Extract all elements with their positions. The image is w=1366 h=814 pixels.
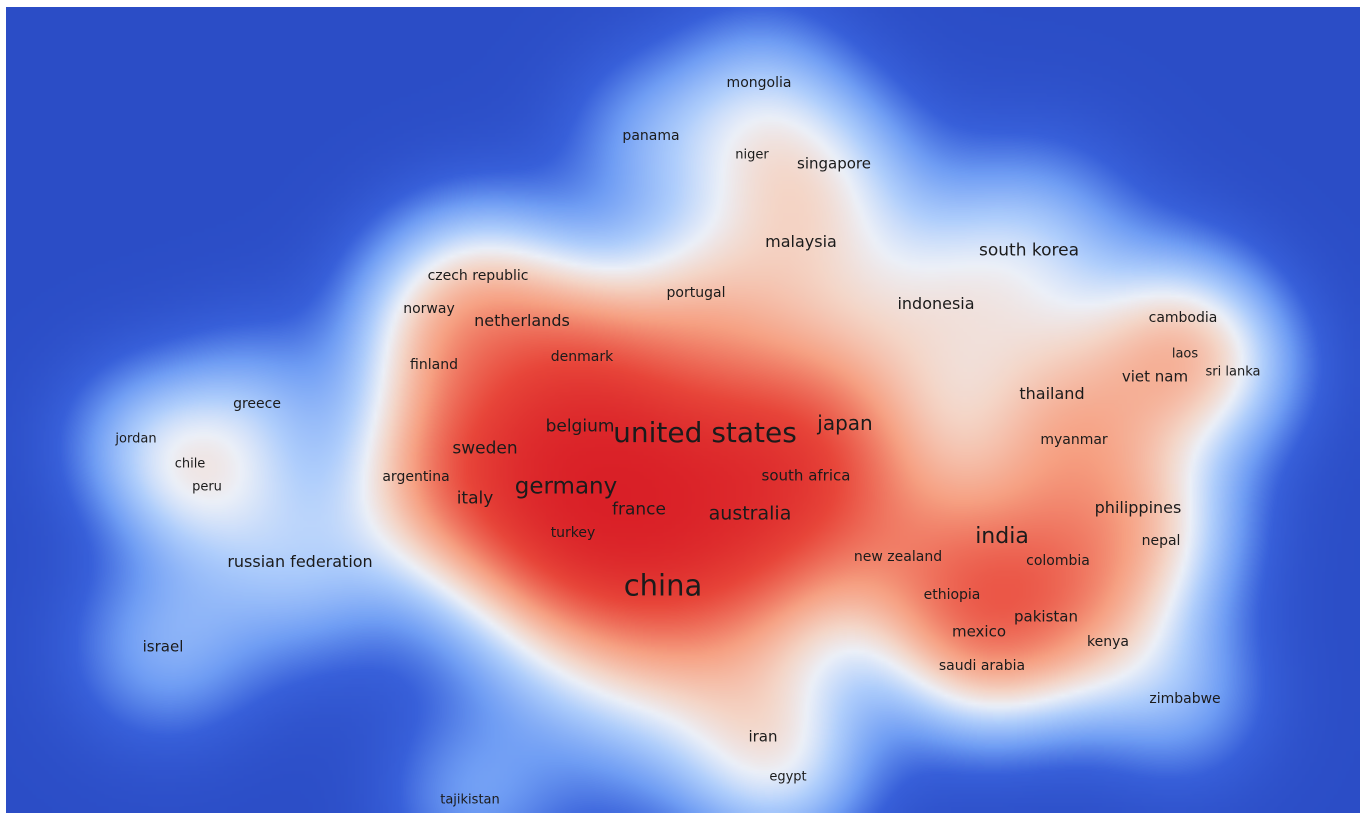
item-label-china[interactable]: china xyxy=(624,572,703,601)
item-label-colombia[interactable]: colombia xyxy=(1026,554,1090,568)
item-label-italy[interactable]: italy xyxy=(457,491,494,508)
item-label-philippines[interactable]: philippines xyxy=(1095,500,1182,516)
item-label-mongolia[interactable]: mongolia xyxy=(727,76,792,90)
item-label-france[interactable]: france xyxy=(612,502,666,519)
item-label-australia[interactable]: australia xyxy=(709,505,792,524)
item-label-portugal[interactable]: portugal xyxy=(667,286,726,300)
item-label-myanmar[interactable]: myanmar xyxy=(1040,433,1107,447)
item-label-egypt[interactable]: egypt xyxy=(769,771,806,784)
item-label-pakistan[interactable]: pakistan xyxy=(1014,610,1078,625)
item-label-kenya[interactable]: kenya xyxy=(1087,635,1129,649)
item-label-south-africa[interactable]: south africa xyxy=(762,469,851,484)
item-label-iran[interactable]: iran xyxy=(748,730,777,745)
item-label-zimbabwe[interactable]: zimbabwe xyxy=(1149,692,1220,706)
item-label-laos[interactable]: laos xyxy=(1172,348,1198,361)
item-label-saudi-arabia[interactable]: saudi arabia xyxy=(939,659,1025,673)
item-label-argentina[interactable]: argentina xyxy=(382,470,449,484)
item-label-viet-nam[interactable]: viet nam xyxy=(1122,370,1188,385)
item-label-jordan[interactable]: jordan xyxy=(115,433,156,446)
item-label-indonesia[interactable]: indonesia xyxy=(897,296,974,312)
item-label-singapore[interactable]: singapore xyxy=(797,157,871,172)
item-label-nepal[interactable]: nepal xyxy=(1142,534,1181,548)
item-label-norway[interactable]: norway xyxy=(403,302,455,316)
item-label-mexico[interactable]: mexico xyxy=(952,625,1006,640)
item-label-south-korea[interactable]: south korea xyxy=(979,243,1079,260)
item-label-israel[interactable]: israel xyxy=(143,640,184,655)
item-label-czech-republic[interactable]: czech republic xyxy=(428,269,529,283)
item-label-thailand[interactable]: thailand xyxy=(1019,386,1084,402)
item-label-turkey[interactable]: turkey xyxy=(551,526,596,540)
item-label-malaysia[interactable]: malaysia xyxy=(765,234,837,250)
item-label-sri-lanka[interactable]: sri lanka xyxy=(1206,366,1261,379)
item-label-tajikistan[interactable]: tajikistan xyxy=(440,794,500,807)
item-label-finland[interactable]: finland xyxy=(410,358,458,372)
item-label-united-states[interactable]: united states xyxy=(613,419,797,447)
item-label-japan[interactable]: japan xyxy=(817,413,872,433)
item-label-panama[interactable]: panama xyxy=(622,129,679,143)
item-label-greece[interactable]: greece xyxy=(233,397,281,411)
item-label-cambodia[interactable]: cambodia xyxy=(1149,311,1218,325)
item-label-india[interactable]: india xyxy=(975,526,1029,548)
item-label-denmark[interactable]: denmark xyxy=(551,350,613,364)
density-map[interactable]: china united states germany india japan austr… xyxy=(6,7,1360,813)
item-label-niger[interactable]: niger xyxy=(735,149,768,162)
item-label-netherlands[interactable]: netherlands xyxy=(474,313,570,329)
item-label-chile[interactable]: chile xyxy=(175,458,206,471)
item-label-peru[interactable]: peru xyxy=(192,481,222,494)
item-label-germany[interactable]: germany xyxy=(515,476,618,499)
item-label-russian-federation[interactable]: russian federation xyxy=(227,554,372,570)
item-label-belgium[interactable]: belgium xyxy=(546,419,615,436)
item-label-new-zealand[interactable]: new zealand xyxy=(854,550,942,564)
item-label-ethiopia[interactable]: ethiopia xyxy=(924,588,981,602)
item-label-sweden[interactable]: sweden xyxy=(452,441,517,458)
